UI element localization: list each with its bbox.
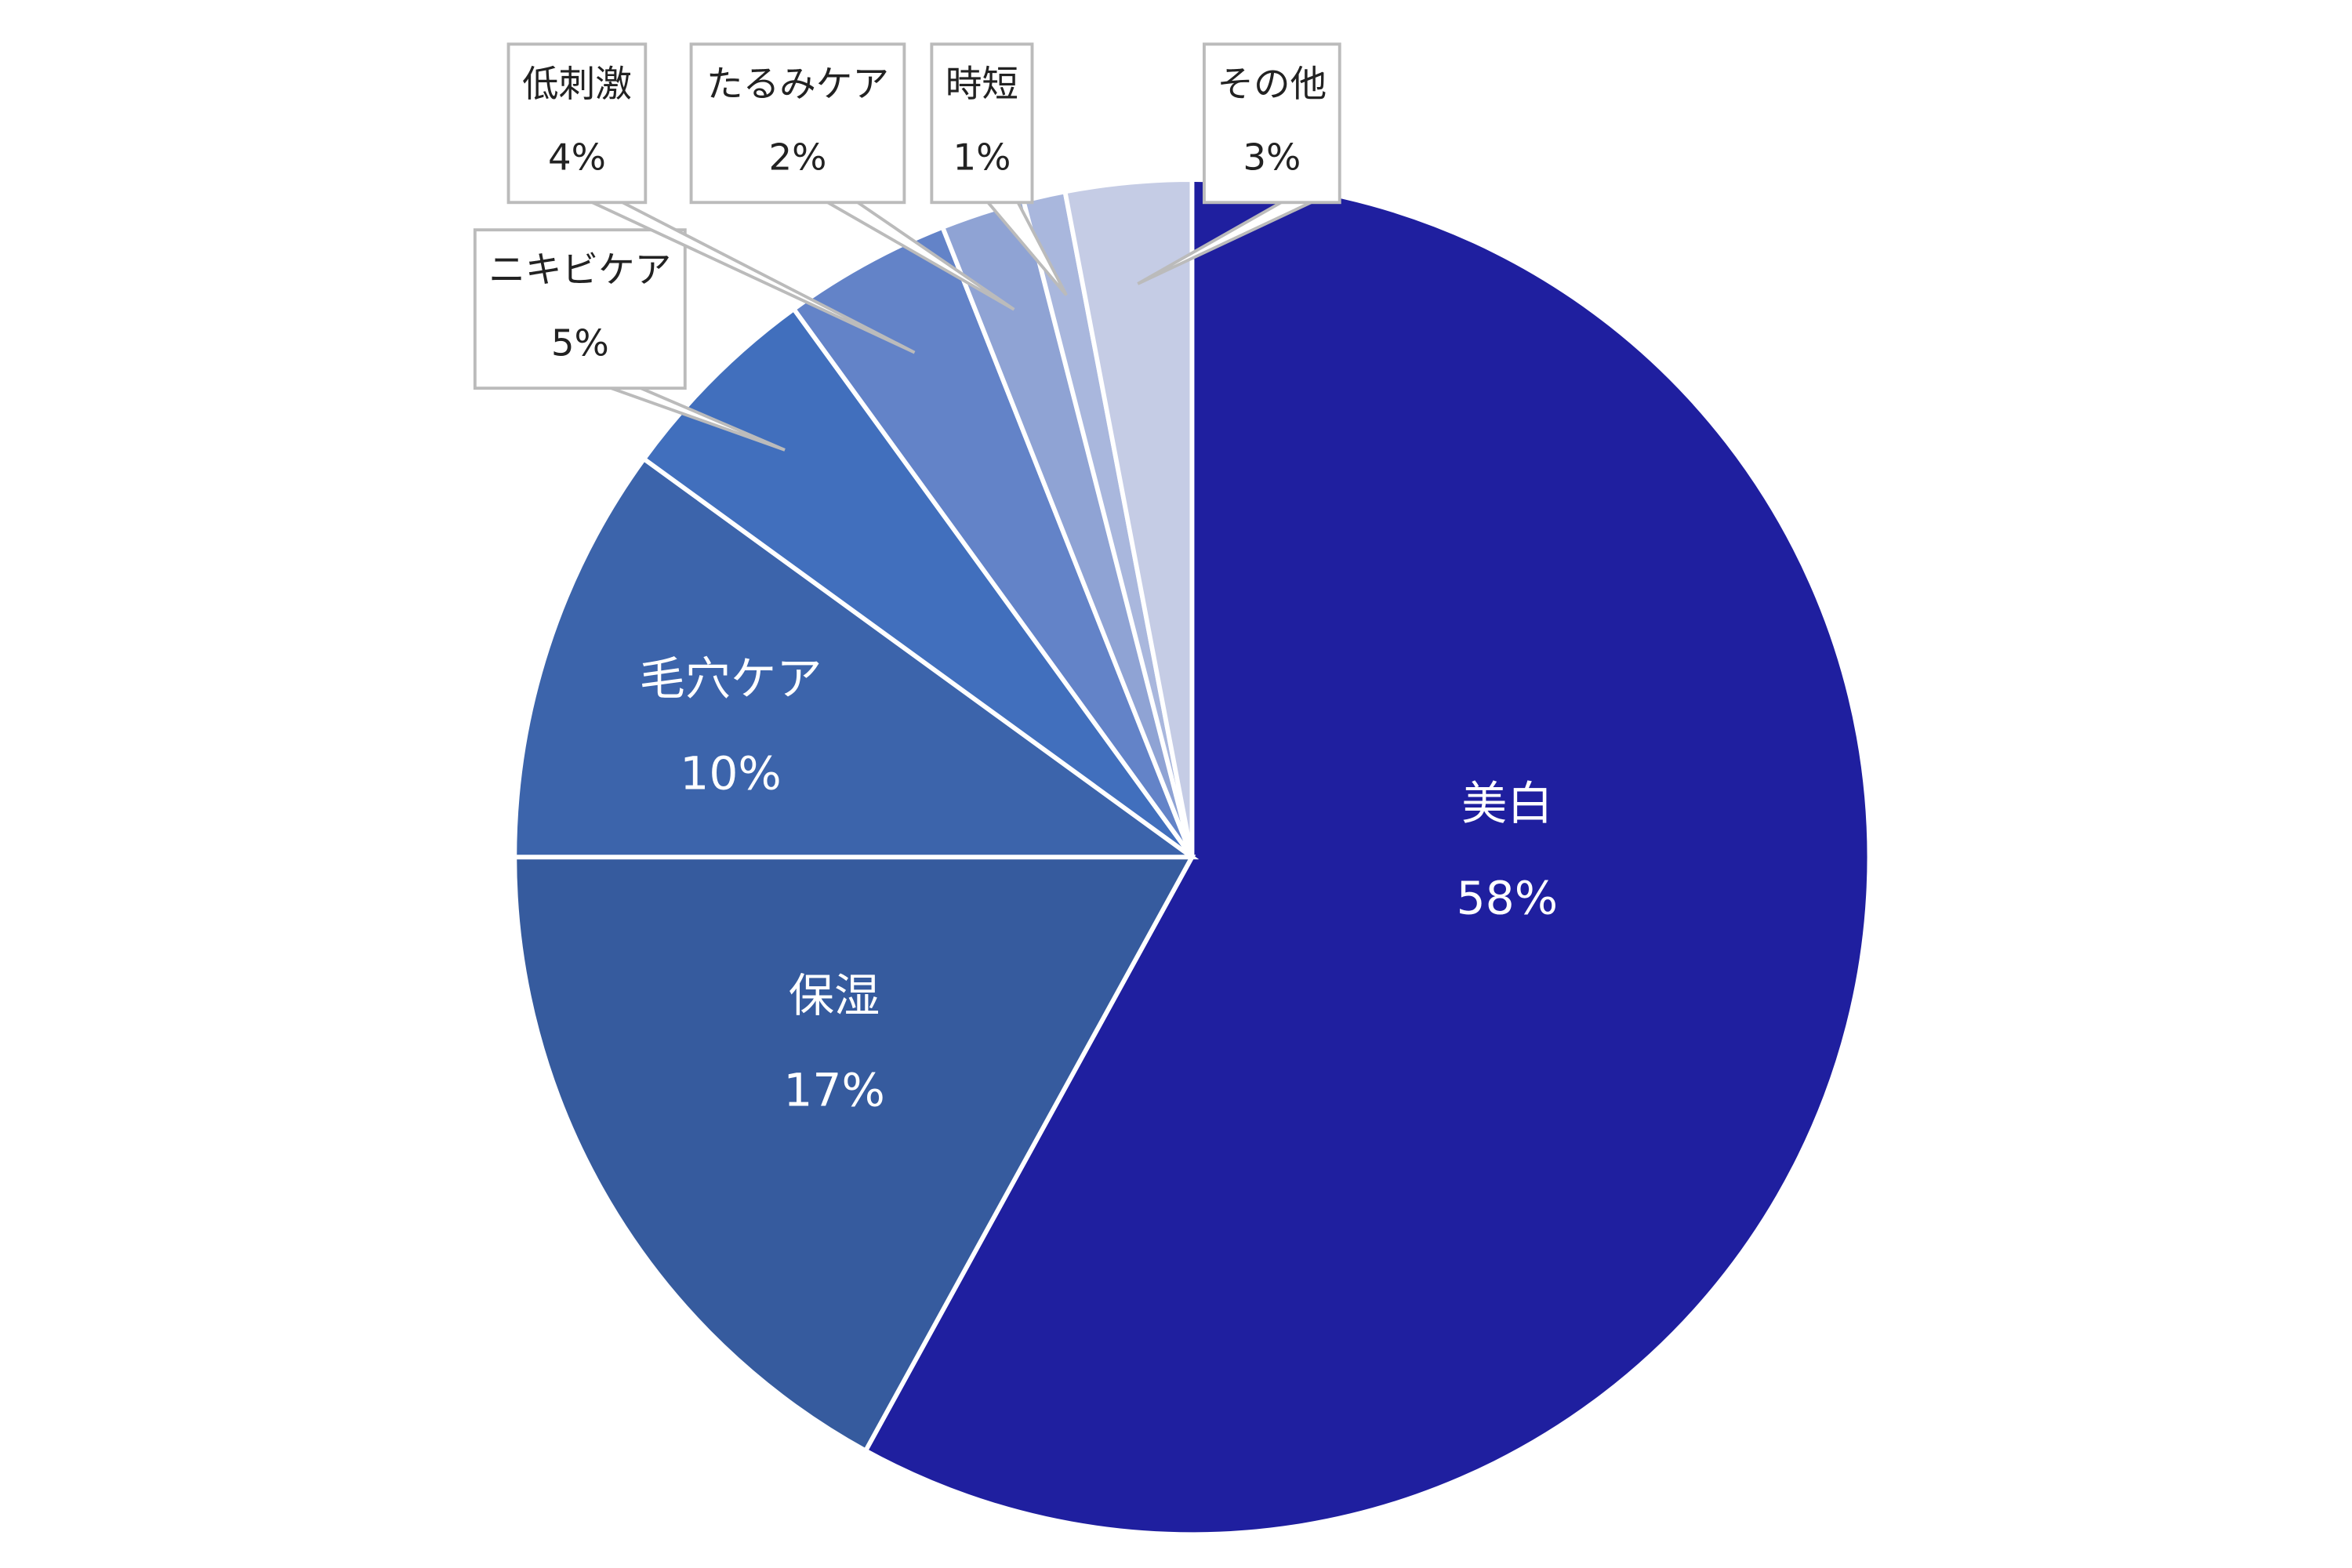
callout-box bbox=[930, 42, 1034, 205]
callout-value-label: 3% bbox=[1243, 136, 1301, 178]
callout-box bbox=[689, 42, 906, 205]
pie-slice bbox=[862, 177, 1872, 1537]
callout-label: 低刺激 bbox=[522, 63, 632, 105]
slice-value-label: 17% bbox=[783, 1063, 884, 1116]
callout-value-label: 4% bbox=[548, 136, 606, 178]
callout-label: 時短 bbox=[946, 63, 1018, 105]
pie-slice bbox=[512, 855, 1196, 1454]
callout-box bbox=[473, 228, 687, 390]
pie-slice bbox=[790, 224, 1195, 858]
callout-value-label: 1% bbox=[953, 136, 1011, 178]
callout-box bbox=[1202, 42, 1341, 205]
slice-value-label: 58% bbox=[1457, 872, 1558, 925]
callout-pointer bbox=[588, 199, 916, 354]
pie-slice bbox=[512, 456, 1200, 860]
callout-pointer bbox=[985, 200, 1068, 296]
slice-label: 美白 bbox=[1461, 777, 1553, 830]
callout-value-label: 2% bbox=[769, 136, 827, 178]
callout-pointer bbox=[1137, 199, 1316, 285]
callout-pointer bbox=[606, 385, 786, 452]
callout-box bbox=[506, 42, 648, 205]
pie-slice bbox=[1062, 177, 1195, 858]
callout-label: ニキビケア bbox=[488, 249, 671, 291]
slice-value-label: 10% bbox=[680, 746, 781, 800]
callout-value-label: 5% bbox=[551, 321, 609, 364]
slice-label: 保湿 bbox=[789, 969, 880, 1022]
pie-slice bbox=[641, 306, 1194, 859]
callout-label: その他 bbox=[1217, 63, 1327, 105]
callout-label: たるみケア bbox=[706, 63, 889, 105]
slice-label: 毛穴ケア bbox=[640, 652, 822, 706]
callout-pointer bbox=[824, 199, 1015, 311]
